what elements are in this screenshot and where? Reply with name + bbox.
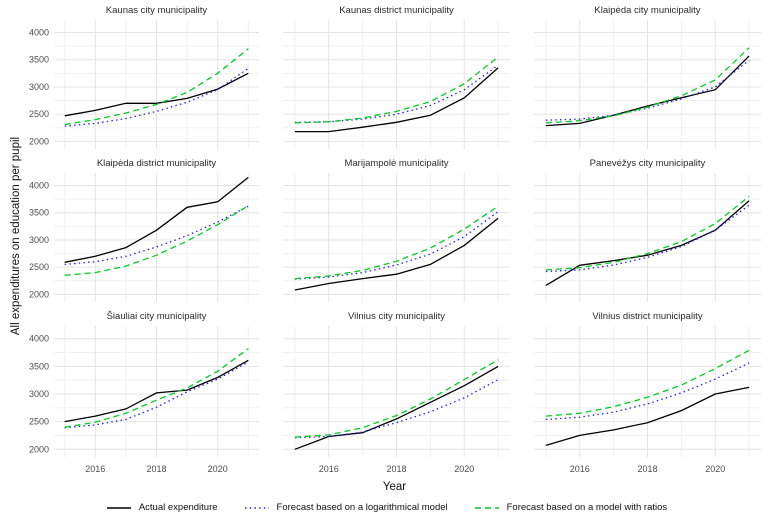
- facet-cell: Kaunas city municipality 2000 2500 3000 3500…: [18, 2, 269, 155]
- x-tick-label: 2018: [637, 464, 657, 474]
- series-line-ratio_model: [294, 56, 499, 124]
- x-tick-label: 2018: [146, 464, 166, 474]
- y-tick-label: 2000: [29, 444, 49, 454]
- series-line-ratio_model: [545, 349, 750, 417]
- facet-cell: Panevėžys city municipality: [520, 155, 771, 308]
- x-tick-label: 2020: [705, 464, 725, 474]
- legend-item-actual: Actual expenditure: [106, 502, 218, 513]
- legend-item-ratio_model: Forecast based on a model with ratios: [474, 502, 668, 513]
- series-line-ratio_model: [545, 47, 750, 124]
- facet-cell: Marijampolė municipality: [269, 155, 520, 308]
- y-tick-label: 4000: [29, 334, 49, 344]
- facet-chart: Panevėžys city municipality: [534, 158, 761, 302]
- facet-cell: Šiauliai city municipality 2000 2500 3000 35…: [18, 308, 269, 483]
- legend-item-log_model: Forecast based on a logarithmical model: [244, 502, 448, 513]
- facet-chart: Vilnius city municipality 2016 2018 2020: [283, 311, 510, 474]
- facet-chart: Kaunas city municipality 2000 2500 3000 3500…: [29, 5, 259, 149]
- series-line-log_model: [545, 59, 750, 121]
- series-line-actual: [294, 67, 499, 133]
- facet-chart: Šiauliai city municipality 2000 2500 3000 35…: [29, 311, 259, 474]
- y-tick-label: 3000: [29, 389, 49, 399]
- x-tick-label: 2020: [454, 464, 474, 474]
- facet-title: Šiauliai city municipality: [107, 311, 207, 322]
- facet-title: Klaipėda city municipality: [594, 5, 700, 16]
- facet-title: Marijampolė municipality: [344, 158, 448, 169]
- facet-cell: Vilnius district municipality 2016 2018 202…: [520, 308, 771, 483]
- facet-chart: Klaipėda city municipality: [534, 5, 761, 149]
- y-tick-label: 3000: [29, 82, 49, 92]
- x-tick-label: 2018: [386, 464, 406, 474]
- y-tick-label: 2500: [29, 109, 49, 119]
- legend-label: Forecast based on a model with ratios: [506, 502, 668, 513]
- facet-chart: Kaunas district municipality: [283, 5, 510, 149]
- y-tick-label: 2000: [29, 136, 49, 146]
- legend-label: Actual expenditure: [138, 502, 218, 513]
- facet-title: Kaunas city municipality: [106, 5, 208, 16]
- y-tick-label: 2500: [29, 262, 49, 272]
- legend-key-dashed-line-icon: [474, 506, 499, 509]
- facet-title: Kaunas district municipality: [339, 5, 454, 16]
- series-line-ratio_model: [294, 359, 499, 438]
- facet-chart: Marijampolė municipality: [283, 158, 510, 302]
- series-line-actual: [545, 386, 750, 447]
- facet-title: Vilnius city municipality: [348, 311, 445, 322]
- y-tick-label: 2000: [29, 289, 49, 299]
- legend-label: Forecast based on a logarithmical model: [276, 502, 448, 513]
- facet-cell: Klaipėda city municipality: [520, 2, 771, 155]
- series-line-ratio_model: [64, 205, 249, 276]
- y-tick-label: 3500: [29, 55, 49, 65]
- series-line-log_model: [545, 362, 750, 421]
- facet-title: Panevėžys city municipality: [590, 158, 706, 169]
- x-tick-label: 2016: [570, 464, 590, 474]
- chart-legend: Actual expenditure Forecast based on a lo…: [0, 502, 773, 513]
- series-line-actual: [64, 176, 249, 263]
- series-line-ratio_model: [545, 195, 750, 271]
- series-line-ratio_model: [294, 205, 499, 280]
- series-line-log_model: [64, 361, 249, 429]
- series-line-actual: [64, 359, 249, 423]
- series-line-actual: [294, 217, 499, 291]
- y-tick-label: 3500: [29, 208, 49, 218]
- y-tick-label: 4000: [29, 28, 49, 38]
- facet-chart: Vilnius district municipality 2016 2018 202…: [534, 311, 761, 474]
- series-line-actual: [545, 200, 750, 286]
- x-tick-label: 2020: [208, 464, 228, 474]
- x-tick-label: 2016: [319, 464, 339, 474]
- facet-cell: Klaipėda district municipality 2000 2500 30…: [18, 155, 269, 308]
- facet-title: Klaipėda district municipality: [97, 158, 217, 169]
- y-tick-label: 4000: [29, 181, 49, 191]
- series-line-actual: [64, 72, 249, 117]
- x-axis-title: Year: [382, 481, 407, 493]
- series-line-log_model: [294, 379, 499, 439]
- series-line-actual: [545, 55, 750, 127]
- x-tick-label: 2016: [85, 464, 105, 474]
- y-tick-label: 3500: [29, 361, 49, 371]
- legend-key-dotted-line-icon: [244, 506, 269, 509]
- facet-grid: Kaunas city municipality 2000 2500 3000 3500…: [18, 2, 771, 483]
- series-line-log_model: [294, 211, 499, 280]
- series-line-log_model: [545, 204, 750, 273]
- y-tick-label: 2500: [29, 417, 49, 427]
- facet-cell: Kaunas district municipality: [269, 2, 520, 155]
- series-line-ratio_model: [64, 48, 249, 126]
- facet-title: Vilnius district municipality: [592, 311, 702, 322]
- legend-key-solid-line-icon: [106, 506, 131, 509]
- y-tick-label: 3000: [29, 235, 49, 245]
- series-line-log_model: [64, 205, 249, 266]
- facet-cell: Vilnius city municipality 2016 2018 2020: [269, 308, 520, 483]
- facet-chart: Klaipėda district municipality 2000 2500 30…: [29, 158, 259, 302]
- series-line-ratio_model: [64, 348, 249, 428]
